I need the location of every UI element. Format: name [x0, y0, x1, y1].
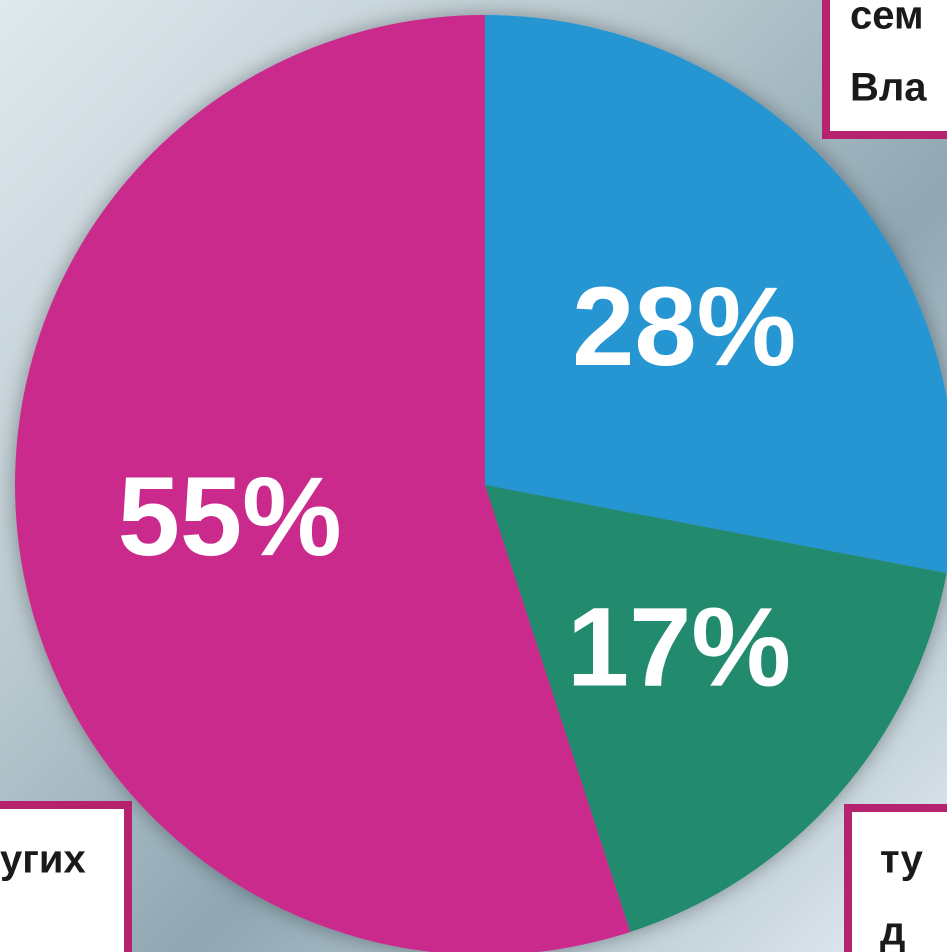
value-label: 55%	[118, 454, 342, 579]
value-label: 17%	[567, 585, 791, 710]
chart: 28% 17% 55% сем Вла угих ту д	[0, 0, 947, 952]
annotation-text: Вла	[850, 66, 927, 110]
annotation-text: ту	[880, 838, 924, 882]
annotation-text: д	[880, 910, 905, 952]
annotation-text: угих	[0, 838, 86, 882]
annotation-text: сем	[850, 0, 924, 38]
value-label: 28%	[572, 264, 796, 389]
page: {"chart_data": {"type": "pie", "values":…	[0, 0, 947, 952]
